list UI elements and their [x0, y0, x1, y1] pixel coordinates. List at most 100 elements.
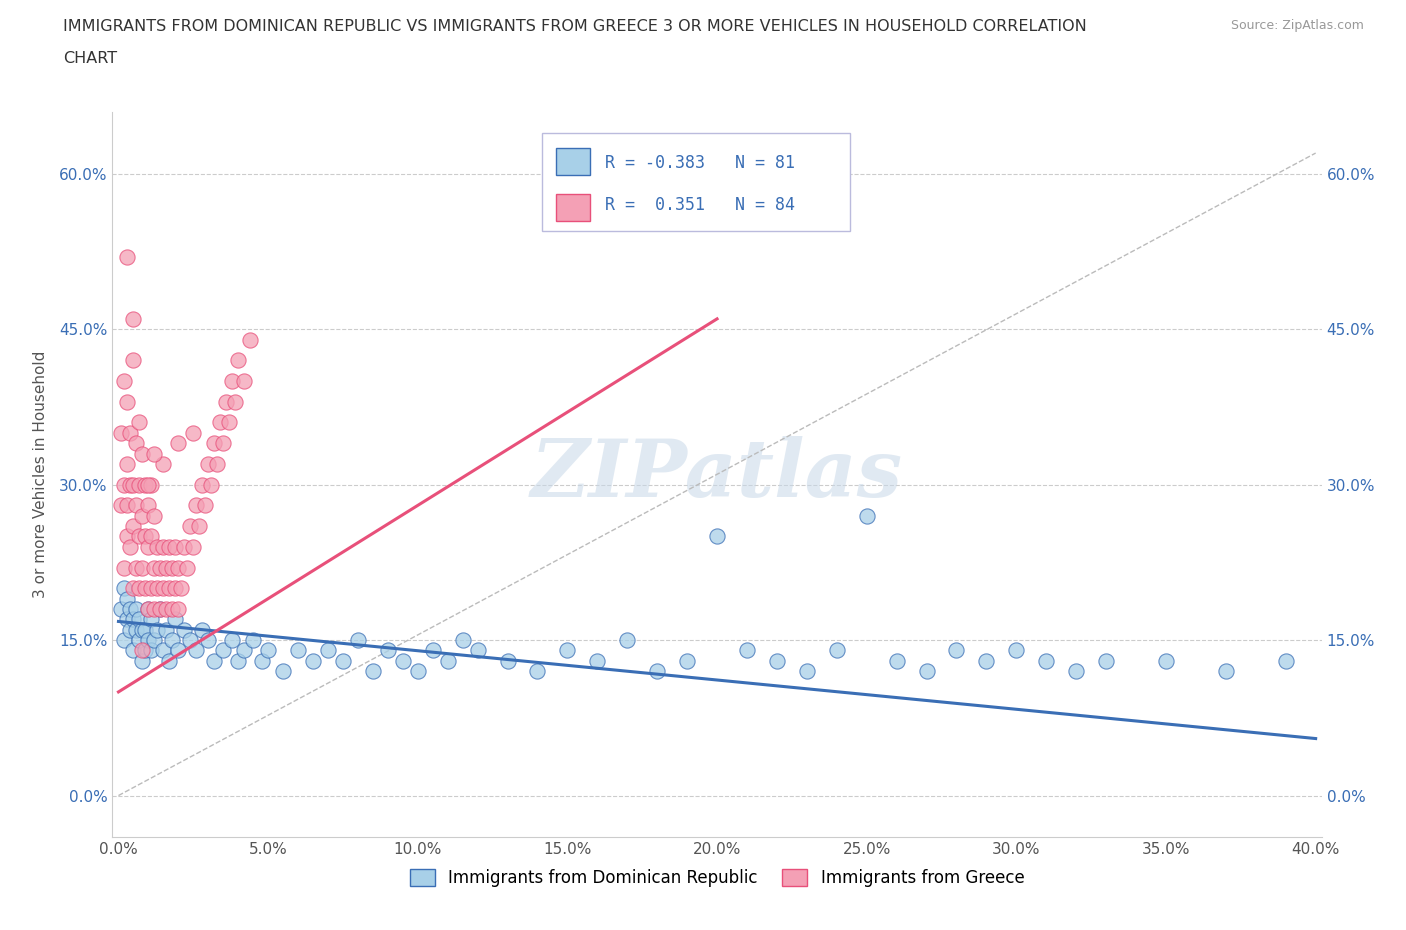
- Point: [165, 581, 187, 596]
- Point: [526, 664, 548, 679]
- Point: [162, 602, 184, 617]
- Text: R =  0.351   N = 84: R = 0.351 N = 84: [605, 196, 794, 214]
- Point: [122, 519, 145, 534]
- Point: [120, 602, 142, 617]
- Point: [436, 654, 458, 669]
- Point: [855, 509, 877, 524]
- Point: [138, 498, 160, 512]
- Point: [157, 581, 180, 596]
- Point: [110, 498, 132, 512]
- Point: [134, 622, 156, 637]
- Point: [141, 643, 163, 658]
- Point: [149, 602, 172, 617]
- Point: [131, 509, 153, 524]
- Point: [122, 643, 145, 658]
- Point: [976, 654, 998, 669]
- FancyBboxPatch shape: [557, 148, 591, 176]
- Point: [233, 374, 256, 389]
- Point: [181, 425, 204, 440]
- Point: [645, 664, 668, 679]
- Point: [224, 394, 246, 409]
- Point: [134, 529, 156, 544]
- Point: [138, 539, 160, 554]
- Point: [167, 643, 190, 658]
- Point: [120, 539, 142, 554]
- Point: [186, 498, 208, 512]
- Point: [122, 352, 145, 367]
- Point: [332, 654, 354, 669]
- Point: [165, 539, 187, 554]
- Point: [122, 477, 145, 492]
- Point: [128, 415, 150, 430]
- Point: [138, 602, 160, 617]
- Point: [114, 632, 136, 647]
- Point: [117, 249, 139, 264]
- Point: [200, 477, 222, 492]
- Point: [194, 498, 217, 512]
- Point: [406, 664, 429, 679]
- Point: [191, 622, 214, 637]
- Point: [152, 581, 174, 596]
- Point: [1035, 654, 1057, 669]
- Point: [152, 539, 174, 554]
- Point: [146, 581, 169, 596]
- Text: ZIPatlas: ZIPatlas: [531, 435, 903, 513]
- Point: [173, 539, 195, 554]
- Point: [226, 654, 249, 669]
- Point: [120, 425, 142, 440]
- Point: [117, 394, 139, 409]
- Point: [1095, 654, 1118, 669]
- Point: [122, 312, 145, 326]
- Point: [1064, 664, 1087, 679]
- Point: [1274, 654, 1296, 669]
- Text: CHART: CHART: [63, 51, 117, 66]
- Point: [176, 560, 198, 575]
- Point: [117, 457, 139, 472]
- Point: [226, 352, 249, 367]
- Point: [796, 664, 818, 679]
- Point: [141, 612, 163, 627]
- Point: [377, 643, 399, 658]
- Point: [134, 477, 156, 492]
- Point: [141, 529, 163, 544]
- Point: [128, 529, 150, 544]
- FancyBboxPatch shape: [557, 194, 591, 221]
- Point: [179, 519, 201, 534]
- Point: [128, 612, 150, 627]
- Point: [557, 643, 579, 658]
- Point: [117, 612, 139, 627]
- Point: [162, 632, 184, 647]
- Point: [191, 477, 214, 492]
- Point: [207, 457, 229, 472]
- Point: [181, 539, 204, 554]
- Point: [143, 509, 166, 524]
- Point: [1005, 643, 1028, 658]
- Point: [188, 519, 211, 534]
- Point: [186, 643, 208, 658]
- Point: [157, 539, 180, 554]
- Point: [167, 436, 190, 451]
- Point: [218, 415, 240, 430]
- Point: [143, 602, 166, 617]
- Point: [146, 622, 169, 637]
- Point: [886, 654, 908, 669]
- Point: [128, 581, 150, 596]
- Point: [202, 436, 225, 451]
- Point: [128, 477, 150, 492]
- Point: [361, 664, 384, 679]
- Point: [143, 446, 166, 461]
- Point: [134, 643, 156, 658]
- Point: [302, 654, 325, 669]
- Point: [114, 374, 136, 389]
- Point: [120, 477, 142, 492]
- Point: [131, 654, 153, 669]
- Point: [616, 632, 638, 647]
- Point: [766, 654, 789, 669]
- Point: [128, 632, 150, 647]
- Legend: Immigrants from Dominican Republic, Immigrants from Greece: Immigrants from Dominican Republic, Immi…: [404, 862, 1031, 894]
- Point: [586, 654, 609, 669]
- Point: [167, 602, 190, 617]
- Point: [152, 457, 174, 472]
- Text: IMMIGRANTS FROM DOMINICAN REPUBLIC VS IMMIGRANTS FROM GREECE 3 OR MORE VEHICLES : IMMIGRANTS FROM DOMINICAN REPUBLIC VS IM…: [63, 19, 1087, 33]
- Point: [155, 602, 177, 617]
